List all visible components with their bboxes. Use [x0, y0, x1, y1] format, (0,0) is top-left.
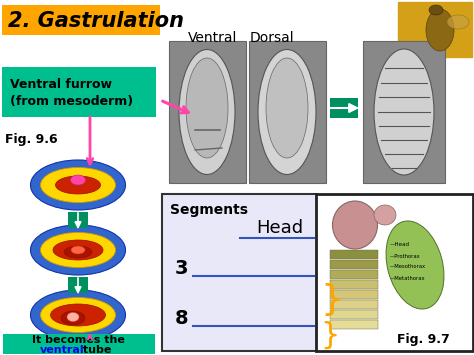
- Text: Dorsal: Dorsal: [250, 31, 294, 45]
- FancyBboxPatch shape: [330, 300, 378, 309]
- FancyBboxPatch shape: [68, 277, 88, 293]
- FancyBboxPatch shape: [169, 41, 246, 183]
- Ellipse shape: [332, 201, 377, 249]
- Ellipse shape: [40, 297, 116, 333]
- Text: 8: 8: [175, 308, 189, 328]
- Ellipse shape: [386, 221, 444, 309]
- Ellipse shape: [258, 49, 316, 175]
- Ellipse shape: [30, 290, 126, 340]
- FancyBboxPatch shape: [330, 290, 378, 299]
- Ellipse shape: [374, 205, 396, 225]
- FancyBboxPatch shape: [249, 41, 326, 183]
- FancyBboxPatch shape: [162, 194, 317, 351]
- Text: Fig. 9.6: Fig. 9.6: [5, 133, 58, 147]
- Ellipse shape: [71, 175, 85, 185]
- Ellipse shape: [53, 240, 103, 260]
- FancyBboxPatch shape: [363, 41, 445, 183]
- Ellipse shape: [186, 58, 228, 158]
- FancyBboxPatch shape: [330, 250, 378, 259]
- FancyBboxPatch shape: [398, 2, 472, 57]
- FancyBboxPatch shape: [68, 212, 88, 228]
- Text: tube: tube: [79, 345, 111, 355]
- Text: Segments: Segments: [170, 203, 248, 217]
- FancyBboxPatch shape: [330, 280, 378, 289]
- Text: Head: Head: [256, 219, 303, 237]
- Ellipse shape: [30, 225, 126, 275]
- FancyBboxPatch shape: [3, 334, 155, 354]
- Text: —Metathorax: —Metathorax: [390, 275, 426, 280]
- Ellipse shape: [71, 246, 85, 254]
- FancyBboxPatch shape: [316, 194, 473, 351]
- FancyBboxPatch shape: [330, 320, 378, 329]
- Text: It becomes the: It becomes the: [32, 335, 125, 345]
- Text: Ventral: Ventral: [188, 31, 237, 45]
- FancyBboxPatch shape: [330, 270, 378, 279]
- Ellipse shape: [40, 233, 116, 268]
- Text: Fig. 9.7: Fig. 9.7: [397, 333, 450, 346]
- FancyBboxPatch shape: [330, 260, 378, 269]
- FancyBboxPatch shape: [2, 67, 156, 117]
- Ellipse shape: [64, 246, 92, 258]
- Ellipse shape: [447, 15, 469, 29]
- Text: Ventral furrow
(from mesoderm): Ventral furrow (from mesoderm): [10, 78, 133, 108]
- Text: ventral: ventral: [40, 345, 85, 355]
- Ellipse shape: [374, 49, 434, 175]
- Ellipse shape: [266, 58, 308, 158]
- FancyBboxPatch shape: [2, 5, 160, 35]
- Ellipse shape: [67, 312, 79, 322]
- Text: —Prothorax: —Prothorax: [390, 255, 421, 260]
- Ellipse shape: [55, 176, 100, 194]
- Text: —Head: —Head: [390, 242, 410, 247]
- Ellipse shape: [179, 49, 235, 175]
- Ellipse shape: [40, 168, 116, 202]
- Text: —Mesothorax: —Mesothorax: [390, 264, 426, 269]
- Ellipse shape: [51, 304, 106, 326]
- Ellipse shape: [61, 311, 85, 325]
- Ellipse shape: [30, 160, 126, 210]
- Ellipse shape: [426, 9, 454, 51]
- Text: }: }: [320, 321, 339, 350]
- Ellipse shape: [429, 5, 443, 15]
- Text: 3: 3: [175, 258, 189, 278]
- Text: }: }: [320, 283, 343, 317]
- FancyBboxPatch shape: [330, 98, 358, 118]
- Text: 2. Gastrulation: 2. Gastrulation: [8, 11, 184, 31]
- FancyBboxPatch shape: [330, 310, 378, 319]
